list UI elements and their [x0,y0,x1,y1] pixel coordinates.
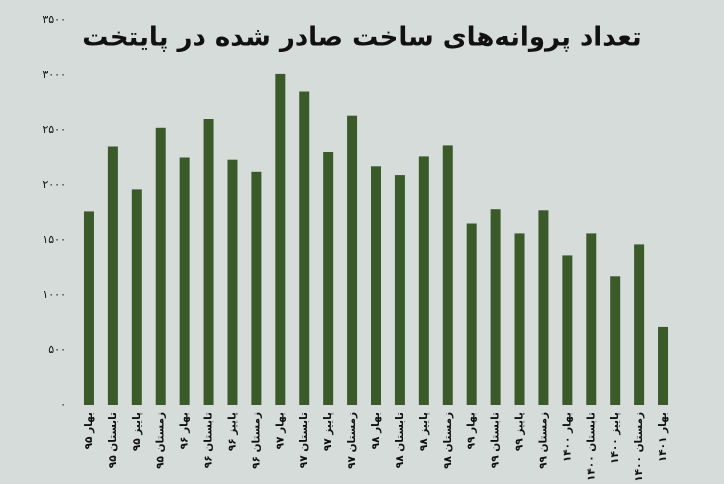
bar [179,157,190,405]
x-tick-label: بهار ۹۶ [179,412,191,449]
bar [83,211,94,405]
bar [323,152,334,405]
bar [490,209,501,405]
x-tick-label: تابستان ۹۶ [203,412,215,468]
x-tick-label: زمستان ۹۵ [155,412,167,469]
bar [203,119,214,405]
x-tick-label: تابستان ۹۷ [298,412,310,468]
x-tick-label: پاییز ۹۶ [226,412,238,451]
bar [275,73,286,406]
x-tick-label: تابستان ۹۵ [107,412,119,468]
bar [299,91,310,405]
y-tick-label: ۱۵۰۰ [42,233,66,246]
x-tick-label: بهار ۹۸ [370,412,382,449]
bar [131,189,142,405]
x-tick-label: پاییز ۱۴۰۰ [609,412,621,464]
bar [586,233,597,405]
x-tick-label: پاییز ۹۵ [131,412,143,451]
y-tick-label: ۳۵۰۰ [42,13,66,26]
x-tick-label: تابستان ۱۴۰۰ [585,412,597,481]
x-tick-label: زمستان ۹۸ [442,412,454,469]
bar [610,276,621,405]
x-tick-label: بهار ۱۴۰۱ [657,412,669,462]
bar [466,223,477,405]
x-tick-label: زمستان ۱۴۰۰ [633,412,645,482]
x-tick-label: بهار ۱۴۰۰ [561,412,573,462]
bar [562,255,573,405]
bar [514,233,525,405]
x-tick-label: زمستان ۹۶ [250,412,262,469]
y-tick-label: ۰ [60,398,66,411]
x-tick-label: تابستان ۹۹ [490,412,502,468]
y-tick-label: ۲۵۰۰ [42,123,66,136]
bar [371,166,381,405]
bar [347,115,358,405]
bar [251,171,262,405]
y-tick-label: ۵۰۰ [48,343,66,356]
bar [658,326,669,405]
x-tick-label: زمستان ۹۷ [346,412,358,469]
x-tick-label: بهار ۹۵ [83,412,95,449]
x-tick-label: بهار ۹۷ [274,412,286,449]
chart-title: تعداد پروانه‌های ساخت صادر شده در پایتخت [82,23,641,53]
bar [227,159,238,405]
x-tick-label: تابستان ۹۸ [394,412,406,468]
x-tick-label: زمستان ۹۹ [537,412,549,469]
bar [634,244,645,405]
x-tick-label: پاییز ۹۹ [514,412,526,451]
x-tick-label: بهار ۹۹ [466,412,478,449]
bar [538,210,549,405]
bar [394,175,405,405]
x-tick-label: پاییز ۹۸ [418,412,430,451]
bar [418,156,429,405]
bar [107,146,118,405]
y-tick-label: ۲۰۰۰ [42,178,66,191]
y-tick-label: ۱۰۰۰ [42,288,66,301]
y-tick-label: ۳۰۰۰ [42,68,66,81]
bar [442,145,453,405]
x-tick-label: پاییز ۹۷ [322,412,334,451]
bar [155,127,166,406]
